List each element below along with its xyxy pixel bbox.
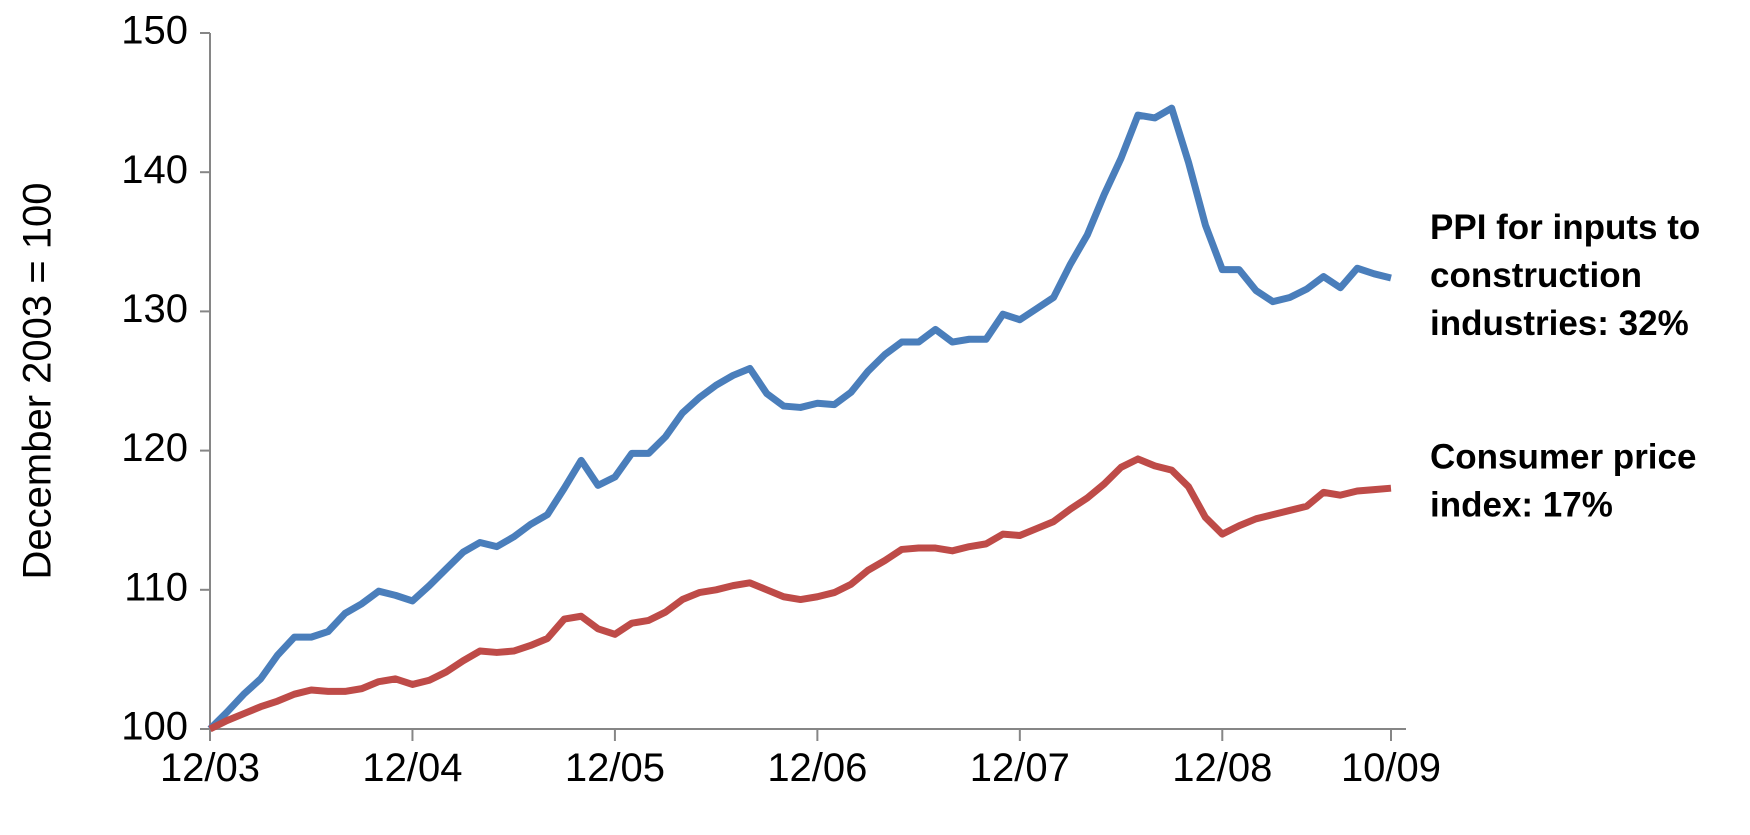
- series-line: [208, 455, 1392, 733]
- series-label: industries: 32%: [1430, 304, 1689, 343]
- y-tick-label: 100: [121, 705, 188, 749]
- series-label: construction: [1430, 256, 1642, 295]
- y-axis-label: December 2003 = 100: [16, 183, 60, 580]
- y-tick-label: 120: [121, 426, 188, 470]
- y-tick-label: 150: [121, 9, 188, 53]
- series-label: PPI for inputs to: [1430, 208, 1700, 247]
- x-tick-label: 12/05: [565, 746, 665, 790]
- series-label: index: 17%: [1430, 485, 1613, 524]
- x-tick-label: 10/09: [1341, 746, 1441, 790]
- x-tick-label: 12/08: [1172, 746, 1272, 790]
- y-tick-label: 110: [124, 565, 188, 609]
- series-label: Consumer price: [1430, 437, 1696, 476]
- x-tick-label: 12/07: [970, 746, 1070, 790]
- x-tick-label: 12/04: [362, 746, 462, 790]
- y-tick-label: 140: [121, 148, 188, 192]
- series-line: [207, 104, 1392, 732]
- x-tick-label: 12/03: [160, 746, 260, 790]
- x-tick-label: 12/06: [767, 746, 867, 790]
- y-tick-label: 130: [121, 287, 188, 331]
